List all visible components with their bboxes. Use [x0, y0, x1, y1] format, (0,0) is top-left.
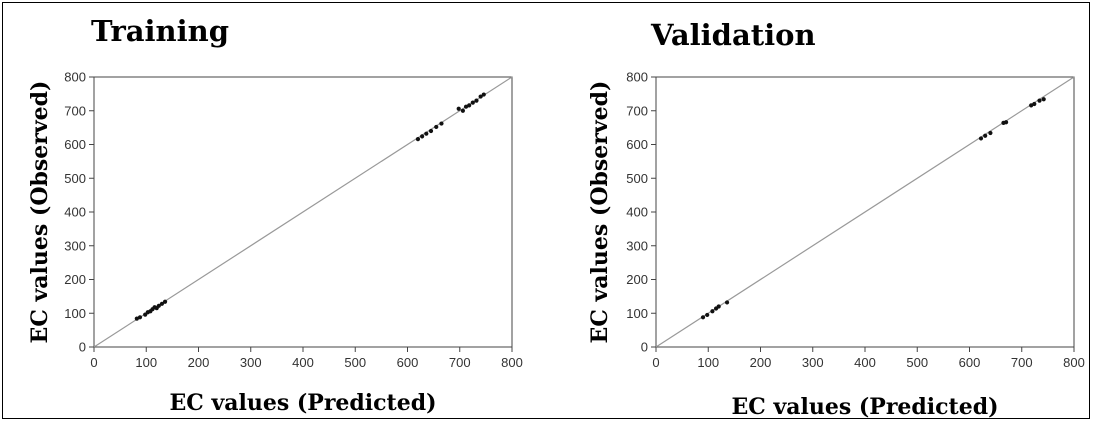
- data-point: [415, 137, 421, 142]
- x-tick-label: 800: [501, 355, 523, 370]
- y-tick-label: 800: [64, 70, 86, 85]
- y-tick-label: 600: [626, 137, 648, 152]
- y-tick-label: 600: [64, 137, 86, 152]
- x-tick-label: 100: [697, 355, 719, 370]
- y-tick-label: 300: [626, 238, 648, 253]
- data-point: [474, 98, 479, 103]
- x-tick-label: 200: [188, 355, 210, 370]
- y-tick-label: 100: [626, 306, 648, 321]
- y-tick-label: 700: [64, 103, 86, 118]
- data-point: [978, 136, 984, 141]
- x-tick-label: 700: [1011, 355, 1033, 370]
- x-tick-label: 400: [292, 355, 314, 370]
- y-axis-label: EC values (Observed): [27, 81, 53, 344]
- data-point: [162, 299, 168, 304]
- y-tick-label: 300: [64, 238, 86, 253]
- data-point: [700, 315, 706, 320]
- data-point: [1029, 103, 1034, 108]
- x-tick-label: 800: [1063, 355, 1085, 370]
- y-tick-label: 800: [626, 70, 648, 85]
- x-tick-label: 0: [90, 355, 97, 370]
- data-point: [481, 92, 486, 97]
- data-point: [988, 130, 993, 136]
- data-point: [463, 104, 469, 109]
- x-tick-label: 600: [397, 355, 419, 370]
- y-tick-label: 400: [626, 205, 648, 220]
- x-tick-label: 0: [652, 355, 659, 370]
- chart-panel-1: Training 0 100 200 300 400 500 600 700 800 0 100 200…: [27, 14, 523, 416]
- y-tick-label: 100: [64, 306, 86, 321]
- x-tick-label: 300: [802, 355, 824, 370]
- y-tick-label: 700: [626, 103, 648, 118]
- data-point: [710, 309, 715, 314]
- charts-canvas: Training 0 100 200 300 400 500 600 700 800 0 100 200…: [27, 14, 1085, 420]
- data-point: [478, 94, 483, 99]
- x-tick-label: 600: [959, 355, 981, 370]
- data-point: [134, 316, 139, 321]
- y-tick-label: 0: [79, 340, 86, 355]
- data-point: [1032, 101, 1037, 107]
- data-point: [470, 100, 475, 105]
- y-tick-label: 0: [641, 340, 648, 355]
- x-tick-label: 100: [135, 355, 157, 370]
- data-point: [983, 133, 988, 138]
- x-axis-label: EC values (Predicted): [170, 390, 437, 416]
- y-tick-label: 200: [64, 272, 86, 287]
- data-point: [434, 124, 439, 130]
- data-point: [467, 103, 472, 108]
- y-tick-label: 400: [64, 205, 86, 220]
- x-tick-label: 400: [854, 355, 876, 370]
- data-point: [724, 300, 730, 305]
- chart-title: Validation: [650, 18, 816, 52]
- data-point: [428, 128, 434, 134]
- x-tick-label: 300: [240, 355, 262, 370]
- x-tick-label: 500: [906, 355, 928, 370]
- data-point: [460, 108, 465, 113]
- y-axis-label: EC values (Observed): [587, 81, 613, 344]
- data-point: [705, 312, 710, 318]
- x-tick-label: 200: [750, 355, 772, 370]
- x-tick-label: 700: [449, 355, 471, 370]
- data-point: [1003, 120, 1009, 125]
- y-tick-label: 200: [626, 272, 648, 287]
- data-point: [424, 131, 429, 136]
- data-point: [137, 315, 143, 320]
- data-point: [716, 304, 721, 309]
- y-tick-label: 500: [64, 171, 86, 186]
- data-point: [456, 106, 461, 111]
- data-point: [420, 134, 425, 139]
- data-point: [1041, 97, 1046, 102]
- data-point: [156, 303, 161, 308]
- y-tick-label: 500: [626, 171, 648, 186]
- data-point: [1037, 98, 1042, 103]
- x-axis-label: EC values (Predicted): [732, 394, 999, 420]
- data-point: [159, 301, 165, 306]
- chart-panel-2: Validation 0 100 200 300 400 500 600 700 800 0 100 2…: [587, 18, 1085, 420]
- x-tick-label: 500: [344, 355, 366, 370]
- chart-title: Training: [91, 14, 229, 48]
- data-point: [439, 121, 444, 126]
